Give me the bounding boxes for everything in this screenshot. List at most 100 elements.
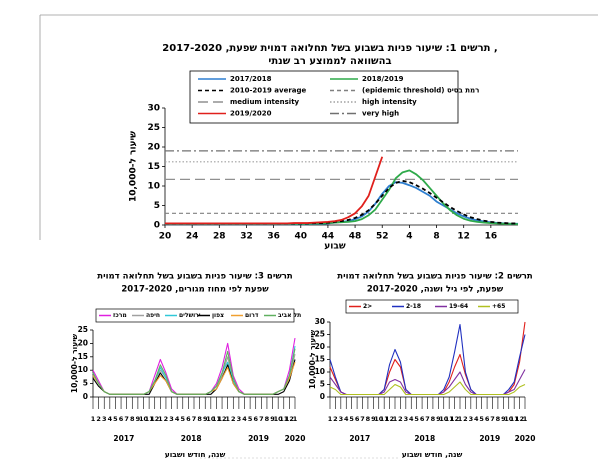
- y-axis-label: שיעור ל-10,000: [308, 330, 317, 390]
- year-label: 2020: [285, 434, 306, 443]
- x-tick-label: 2: [463, 415, 468, 423]
- x-tick-label: 3: [237, 415, 242, 423]
- x-tick-label: 7: [425, 415, 430, 423]
- legend-label: תל אביב: [278, 312, 301, 319]
- chart-title: שפעת, לפי גיל ושנה, 2017-2020: [367, 285, 504, 295]
- y-tick-label: 15: [147, 162, 160, 172]
- chart-title: תרשים 2: שיעור פניות בשבוע בשל תחלואה דמ…: [337, 272, 533, 282]
- legend-label: צפון: [212, 312, 224, 319]
- x-tick-label: 9: [371, 415, 376, 423]
- x-tick-label: 12: [457, 232, 470, 242]
- x-tick-label: 12: [150, 415, 159, 423]
- series-line: [329, 381, 526, 396]
- x-tick-label: 2: [398, 415, 403, 423]
- x-tick-label: 8: [496, 415, 501, 423]
- legend-label: 2018/2019: [362, 75, 404, 83]
- x-tick-label: 11: [380, 415, 390, 423]
- x-tick-label: 10: [139, 415, 149, 423]
- x-tick-label: 7: [259, 415, 264, 423]
- x-tick-label: 1: [523, 415, 528, 423]
- x-tick-label: 11: [445, 415, 455, 423]
- x-tick-label: 6: [485, 415, 490, 423]
- x-axis-label: שנה, חודש ושבוע: [165, 450, 226, 459]
- x-tick-label: 12: [218, 415, 227, 423]
- x-tick-label: 7: [124, 415, 129, 423]
- y-tick-label: 15: [315, 355, 325, 364]
- x-tick-label: 11: [145, 415, 155, 423]
- x-tick-label: 3: [404, 415, 409, 423]
- y-tick-label: 25: [147, 123, 160, 133]
- x-tick-label: 2: [96, 415, 101, 423]
- x-tick-label: 4: [175, 415, 180, 423]
- x-tick-label: 4: [242, 415, 247, 423]
- y-tick-label: 25: [78, 325, 88, 334]
- x-tick-label: 6: [253, 415, 258, 423]
- legend-box: [95, 308, 295, 323]
- legend-label: (epidemic threshold) רמת בסיס: [362, 87, 479, 95]
- y-tick-label: 5: [83, 379, 88, 388]
- legend-label: חיפה: [146, 312, 160, 319]
- legend-label: medium intensity: [230, 98, 300, 106]
- y-tick-label: 20: [315, 342, 325, 351]
- x-tick-label: 1: [293, 415, 298, 423]
- series-line: [92, 348, 296, 395]
- x-tick-label: 2: [333, 415, 338, 423]
- legend-label: 2017/2018: [230, 75, 272, 83]
- x-tick-label: 10: [439, 415, 449, 423]
- x-tick-label: 3: [339, 415, 344, 423]
- x-tick-label: 12: [385, 415, 394, 423]
- x-tick-label: 10: [504, 415, 514, 423]
- x-tick-label: 9: [501, 415, 506, 423]
- x-tick-label: 36: [267, 232, 280, 242]
- series-line: [329, 369, 526, 396]
- x-tick-label: 12: [515, 415, 524, 423]
- y-tick-label: 0: [320, 392, 325, 401]
- chart-title: תרשים 3: שיעור פניות בשבוע בשל תחלואה דמ…: [97, 272, 293, 282]
- x-tick-label: 4: [409, 415, 414, 423]
- x-tick-label: 3: [469, 415, 474, 423]
- x-tick-label: 6: [355, 415, 360, 423]
- x-tick-label: 9: [436, 415, 441, 423]
- year-label: 2017: [113, 434, 134, 443]
- x-tick-label: 1: [91, 415, 96, 423]
- series-line: [329, 323, 526, 396]
- x-tick-label: 5: [248, 415, 253, 423]
- legend-label: ירושלים: [179, 312, 201, 319]
- y-tick-label: 10: [78, 365, 88, 374]
- y-tick-label: 10: [315, 367, 325, 376]
- legend-label: 2>: [363, 303, 372, 310]
- x-tick-label: 12: [450, 415, 459, 423]
- x-tick-label: 7: [360, 415, 365, 423]
- y-tick-label: 0: [154, 221, 160, 231]
- legend-label: high intensity: [362, 98, 417, 106]
- year-label: 2019: [248, 434, 269, 443]
- x-tick-label: 4: [344, 415, 349, 423]
- legend-label: דרום: [245, 312, 259, 319]
- y-tick-label: 25: [315, 330, 325, 339]
- y-tick-label: 0: [83, 392, 88, 401]
- x-tick-label: 8: [130, 415, 135, 423]
- year-label: 2018: [181, 434, 202, 443]
- y-tick-label: 30: [147, 104, 160, 114]
- x-tick-label: 3: [102, 415, 107, 423]
- series-line: [92, 359, 296, 395]
- x-tick-label: 11: [279, 415, 289, 423]
- x-tick-label: 1: [458, 415, 463, 423]
- x-axis-label: שבוע: [324, 242, 346, 252]
- x-tick-label: 40: [295, 232, 308, 242]
- x-tick-label: 8: [366, 415, 371, 423]
- x-tick-label: 6: [119, 415, 124, 423]
- legend-label: 2-18: [406, 303, 421, 310]
- x-tick-label: 24: [186, 232, 199, 242]
- x-tick-label: 10: [274, 415, 284, 423]
- chart-title: תרשים 1: שיעור פניות בשבוע בשל תחלואה דמ…: [162, 43, 497, 54]
- x-tick-label: 8: [197, 415, 202, 423]
- y-tick-label: 30: [315, 317, 325, 326]
- year-label: 2020: [515, 434, 536, 443]
- y-axis-label: שיעור ל-10,000: [70, 334, 79, 394]
- y-tick-label: 20: [78, 338, 88, 347]
- y-tick-label: 20: [147, 143, 160, 153]
- series-line: [92, 361, 296, 395]
- x-tick-label: 1: [328, 415, 333, 423]
- year-label: 2019: [479, 434, 500, 443]
